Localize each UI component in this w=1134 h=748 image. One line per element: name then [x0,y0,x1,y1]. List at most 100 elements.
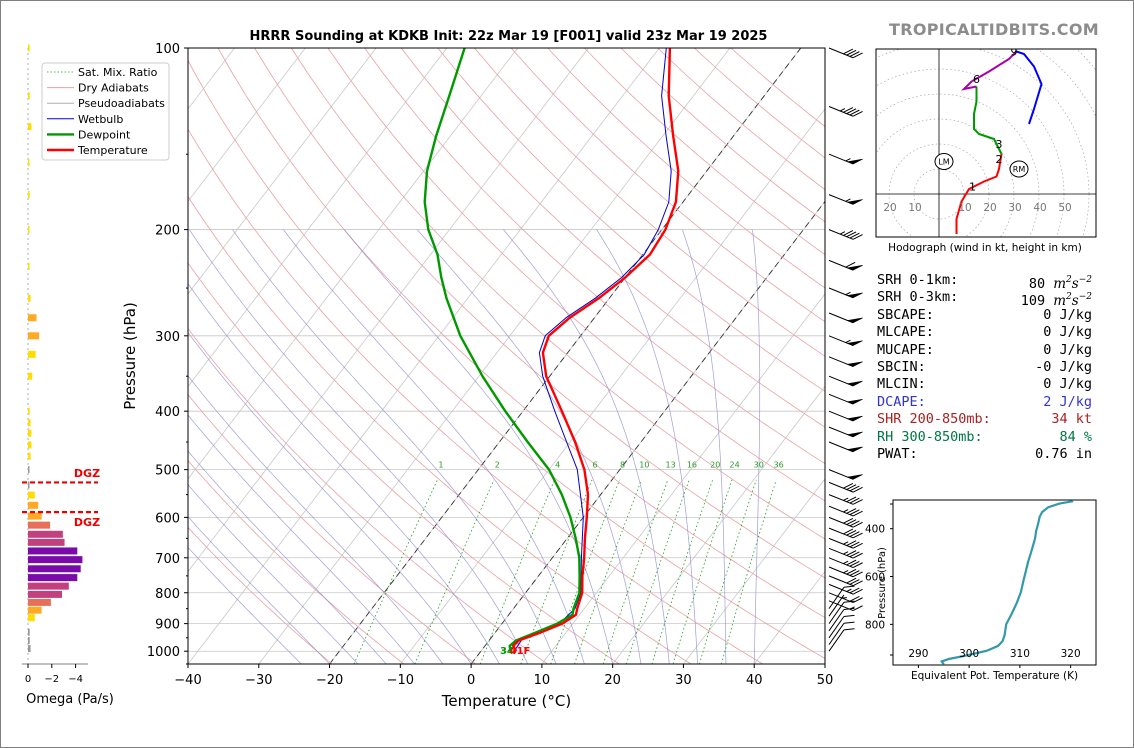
isotherm-line [683,478,825,664]
wind-barb [828,375,863,387]
hodo-segment [973,86,1003,155]
barb-staff [828,629,845,652]
dgz-label: DGZ [74,467,100,480]
mixing-ratio-label: 16 [687,461,697,470]
barb-half-feather [843,560,849,565]
wind-barb [828,537,863,549]
thetae-x-tick-label: 300 [959,648,979,660]
site-brand: TROPICALTIDBITS.COM [889,20,1099,39]
barb-feather [852,499,863,505]
barb-feather [849,51,860,57]
omega-bar [28,262,30,270]
omega-bar [28,372,33,380]
barb-staff [828,229,854,240]
wind-barb [828,481,863,493]
barb-feather [852,110,863,117]
pseudoadiabat-line [188,414,415,664]
isotherm-line [188,48,448,388]
param-row: SBCIN: -0 J/kg [877,359,1092,376]
pseudoadiabat-line [343,229,614,664]
barb-feather [846,540,857,546]
thetae-y-tick-label: 600 [865,572,885,584]
x-tick-label: −30 [245,673,272,688]
omega-bar [28,614,35,622]
wind-barb [828,600,863,612]
wind-barb [828,585,855,609]
isotherm-line [541,293,825,664]
hodo-segment [955,153,1003,234]
wind-barb [828,494,863,505]
wind-barb [828,621,855,645]
omega-bar [28,606,42,614]
pseudoadiabat-line [188,331,472,664]
barb-flag [846,199,863,205]
barb-feather [849,570,860,576]
thetae-frame [892,499,1097,666]
wind-barb [828,194,863,205]
mixing-ratio-label: 20 [710,461,720,470]
thetae-y-tick-label: 800 [865,619,885,631]
mixing-ratio-label: 1 [438,461,443,470]
barb-feather [849,509,860,516]
barb-feather [852,605,863,611]
x-tick-label: −40 [174,673,201,688]
omega-bar [28,512,42,520]
dgz-label: DGZ [74,516,100,529]
hodo-height-label: 2 [996,153,1003,166]
param-value: 0 J/kg [1043,306,1092,323]
barb-feather [843,600,855,603]
pseudoadiabat-line [503,229,670,664]
omega-x-tick-label: −4 [68,674,83,685]
barb-feather [852,486,863,493]
dewpoint-profile [423,48,581,652]
barb-feather [846,568,857,575]
hodo-segment [1016,50,1043,125]
hodo-height-label: 6 [973,73,980,86]
barb-half-feather [845,158,851,162]
barb-flag [846,431,863,438]
omega-bar [28,466,30,474]
y-tick-label: 400 [155,405,180,420]
mixing-ratio-label: 24 [730,461,740,470]
barb-half-feather [839,231,846,235]
mixing-ratio-label: 8 [620,461,625,470]
param-label: MLCIN: [877,376,926,393]
param-row: SRH 0-3km: 109 m2s−2 [877,289,1092,309]
dry-adiabat-line [254,48,825,579]
barb-staff [828,494,854,505]
barb-feather [852,580,863,587]
barb-feather [852,562,863,568]
barb-staff [828,583,854,595]
isotherm-line [400,108,825,664]
x-tick-label: 40 [746,673,763,688]
hodo-ring-label: 40 [1033,202,1046,214]
omega-bar [28,332,40,340]
barb-feather [845,261,856,268]
omega-bar [28,226,30,234]
pseudoadiabat-line [232,229,557,664]
barb-flag [846,265,863,271]
barb-feather [843,585,855,588]
mixing-ratio-label: 13 [666,461,676,470]
legend-label: Dewpoint [78,128,131,141]
x-tick-label: 10 [534,673,551,688]
omega-bar [28,538,65,546]
barb-feather [843,482,854,489]
barb-feather [846,49,857,56]
barb-staff [828,616,845,639]
barb-flag [846,380,863,387]
param-value: 0 J/kg [1043,324,1092,341]
wind-barb [828,557,863,569]
barb-feather [849,595,860,602]
omega-bar [28,452,31,460]
barb-feather [849,579,860,585]
barb-feather [843,230,854,236]
dry-adiabat-line [510,48,825,323]
barb-feather [849,541,860,548]
mixing-ratio-line [672,479,733,664]
y-tick-label: 700 [155,552,180,567]
pseudoadiabat-line [682,229,727,664]
param-value: 84 % [1059,428,1092,445]
omega-bar [28,419,31,427]
